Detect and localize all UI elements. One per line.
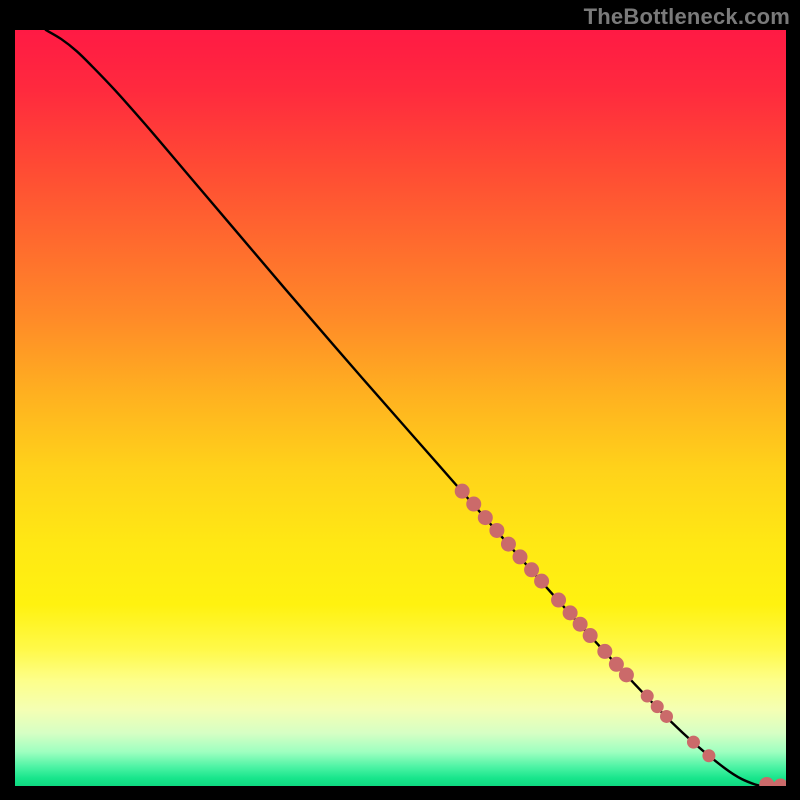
watermark-text: TheBottleneck.com — [584, 4, 790, 30]
scatter-point — [552, 593, 566, 607]
scatter-point — [661, 710, 673, 722]
gradient-background — [15, 30, 786, 786]
scatter-point — [501, 537, 515, 551]
scatter-point — [598, 644, 612, 658]
scatter-point — [609, 657, 623, 671]
scatter-point — [703, 750, 715, 762]
scatter-point — [687, 736, 699, 748]
scatter-point — [513, 550, 527, 564]
bottleneck-chart — [15, 30, 786, 786]
scatter-point — [619, 668, 633, 682]
scatter-point — [490, 523, 504, 537]
scatter-point — [583, 629, 597, 643]
scatter-point — [467, 497, 481, 511]
scatter-point — [535, 574, 549, 588]
scatter-point — [525, 563, 539, 577]
scatter-point — [651, 701, 663, 713]
chart-stage: TheBottleneck.com — [0, 0, 800, 800]
scatter-point — [455, 484, 469, 498]
scatter-point — [563, 606, 577, 620]
scatter-point — [641, 690, 653, 702]
scatter-point — [478, 511, 492, 525]
scatter-point — [573, 617, 587, 631]
